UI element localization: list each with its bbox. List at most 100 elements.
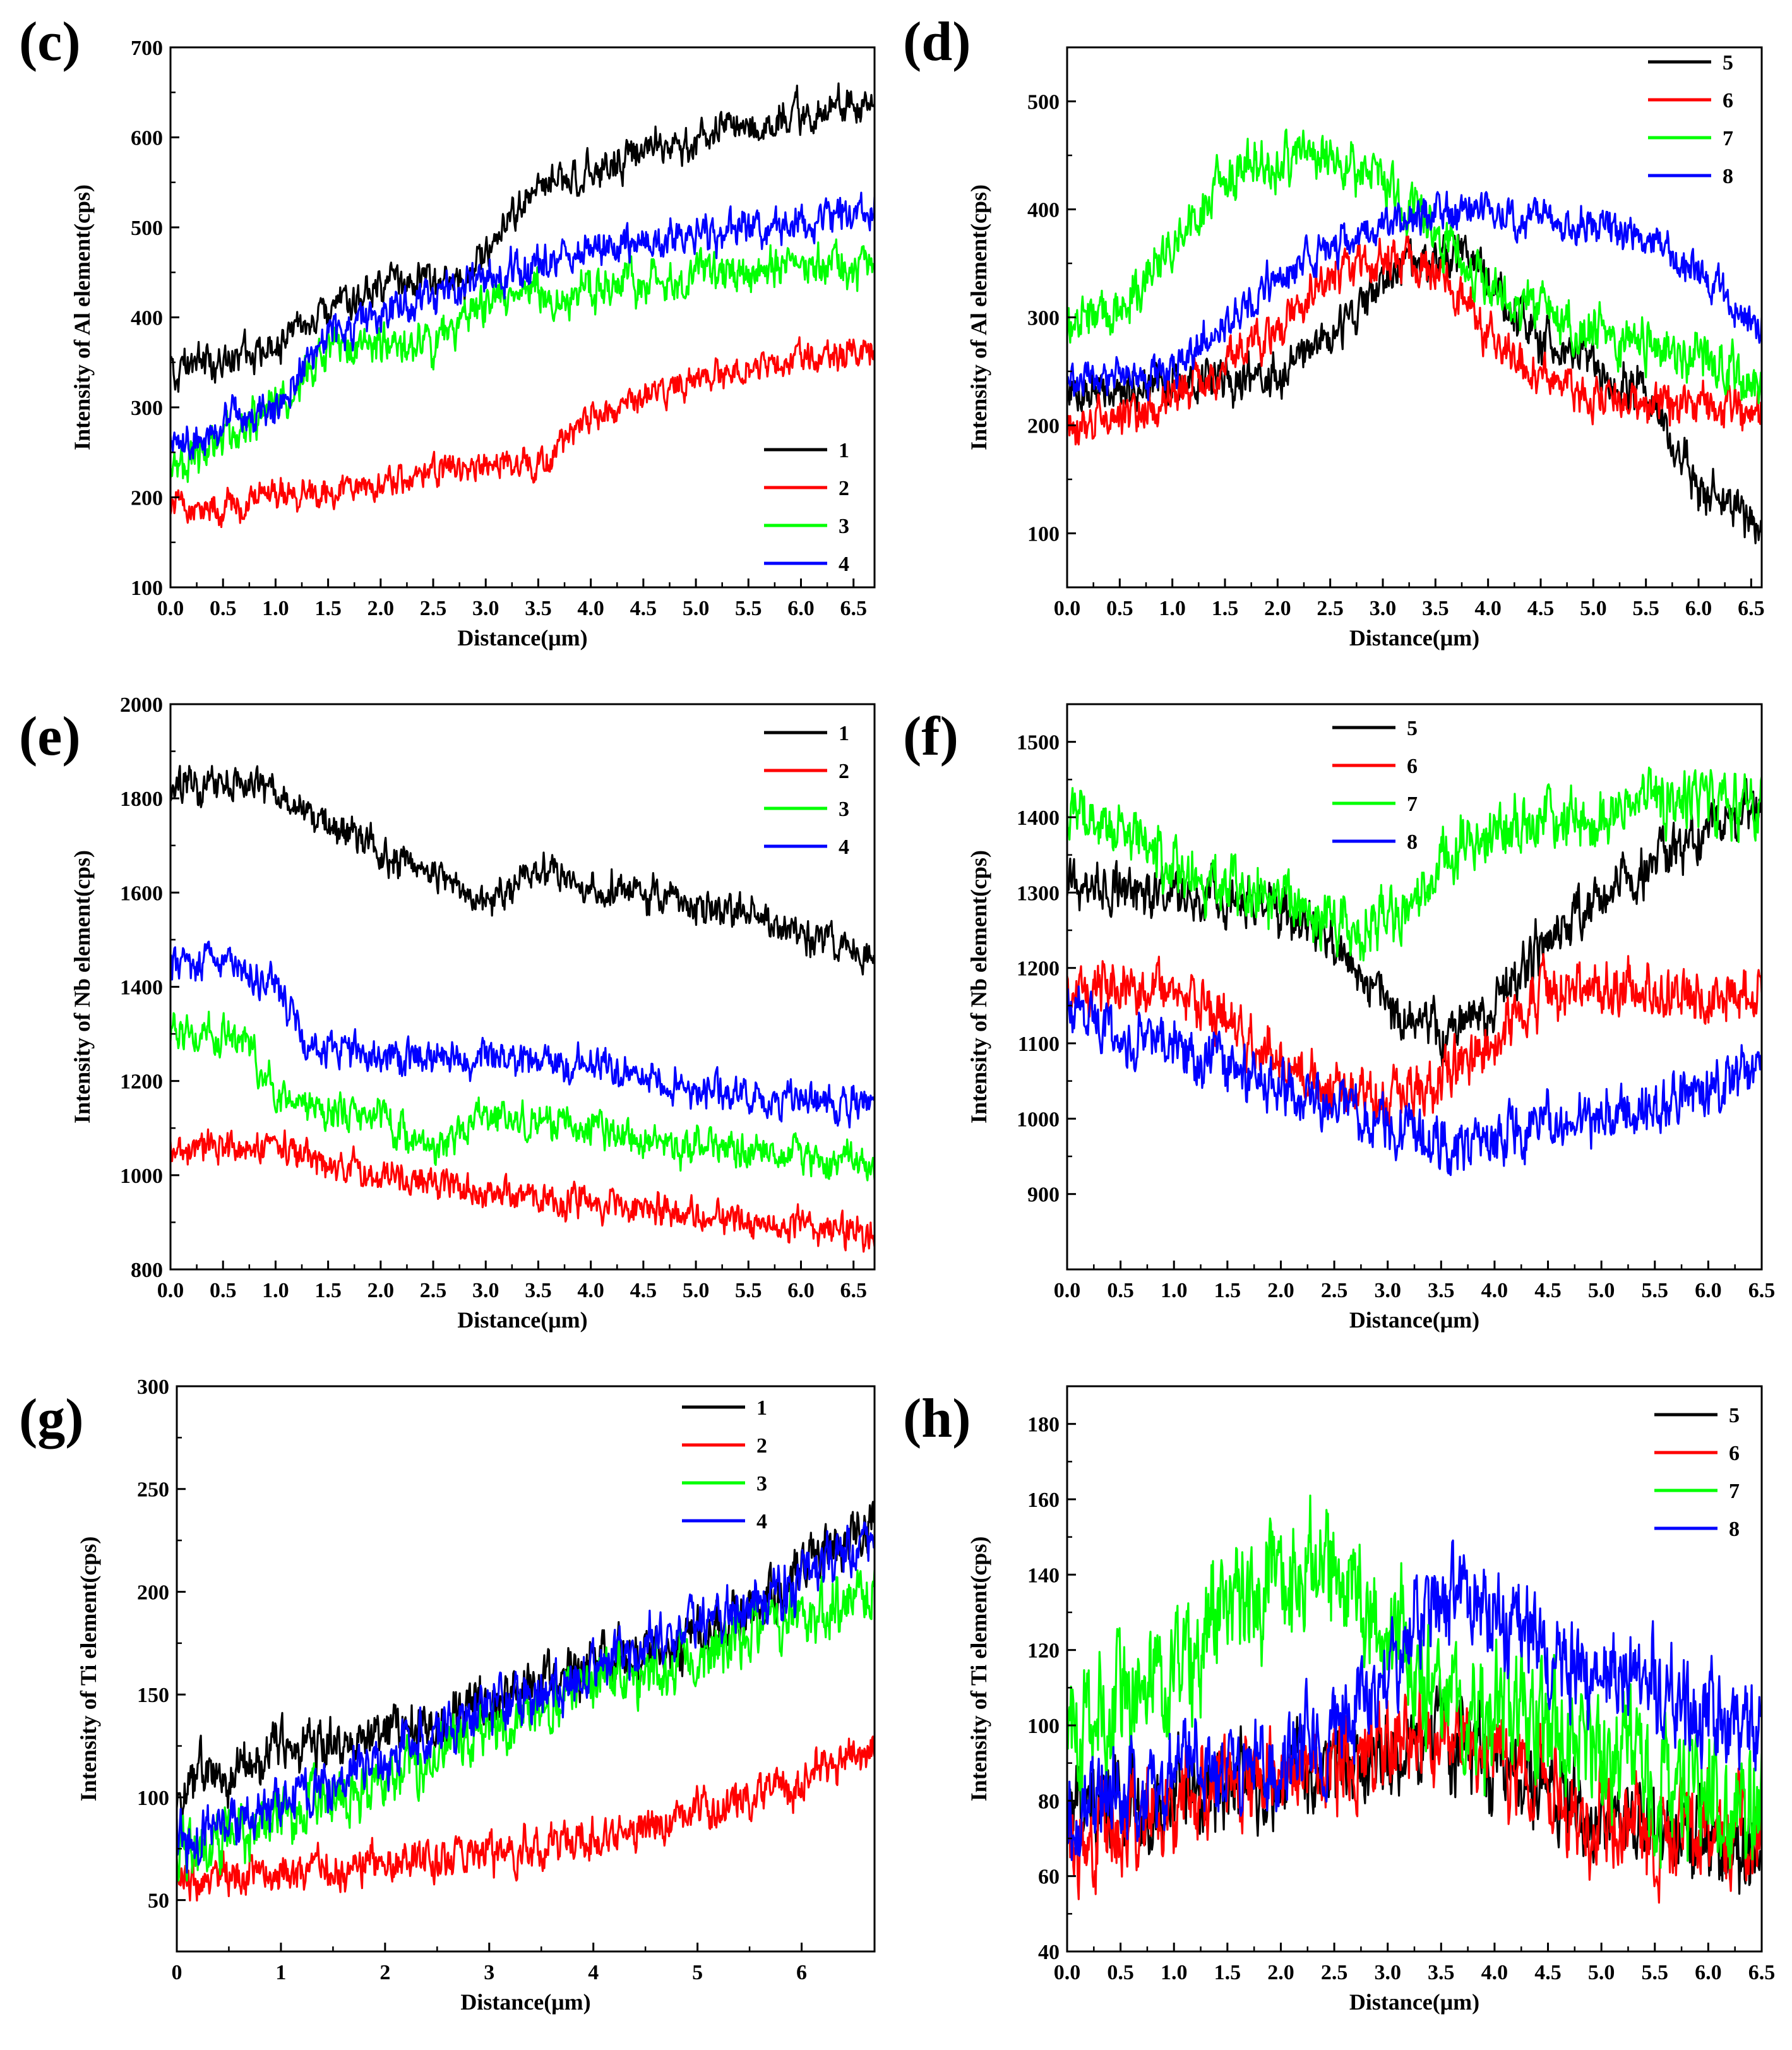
y-tick-label: 1000 [1017,1108,1060,1131]
plot-frame [169,703,876,1271]
x-tick-label: 1.0 [262,597,289,620]
x-tick-label: 3.5 [1422,597,1449,620]
y-axis-title: Intensity of Al element(cps) [69,184,95,450]
x-tick-label: 2 [379,1961,390,1984]
x-tick-label: 3.0 [1370,597,1397,620]
legend-label-7: 7 [1723,127,1733,150]
series-line-1 [170,82,875,393]
x-tick-label: 3.0 [1374,1279,1401,1302]
panel-label: (e) [19,706,81,767]
x-tick-label: 1.5 [314,1279,342,1302]
y-tick-label: 900 [1027,1184,1060,1207]
x-tick-label: 3.5 [525,597,552,620]
y-tick-label: 300 [1027,307,1060,330]
legend-label-7: 7 [1407,793,1418,816]
series-line-7 [1067,128,1762,405]
legend-label-5: 5 [1729,1404,1740,1427]
x-axis-title: Distance(μm) [457,1307,587,1333]
y-tick-label: 1600 [120,882,163,905]
x-tick-label: 2.5 [420,597,447,620]
panel-label: (g) [19,1388,84,1449]
series-line-3 [177,1569,875,1882]
series-line-7 [1067,1494,1762,1869]
plot-frame [1066,46,1763,589]
y-tick-label: 400 [1027,199,1060,222]
y-tick-label: 200 [137,1581,169,1604]
x-tick-label: 2.5 [1317,597,1344,620]
legend-label-1: 1 [756,1396,767,1420]
legend-label-3: 3 [756,1472,767,1496]
chart-panel-c: (c) 0.0 0.5 1.0 1.5 2.0 2.5 3.0 3.5 4.0 4.5 5.0 5.5 6… [19,11,876,650]
x-tick-label: 0.5 [210,597,237,620]
x-axis-title: Distance(μm) [460,1989,590,2015]
y-tick-label: 700 [131,37,163,60]
y-tick-label: 100 [1027,1715,1060,1738]
series-group [1067,1494,1762,1904]
x-tick-label: 5 [692,1961,703,1984]
chart-panel-e: (e) 0.0 0.5 1.0 1.5 2.0 2.5 3.0 3.5 4.0 4.5 5.0 5.5 6… [19,693,876,1333]
series-line-4 [170,191,875,460]
x-tick-label: 6.5 [1738,597,1765,620]
x-axis-title: Distance(μm) [1349,1989,1479,2015]
x-tick-label: 2.0 [1267,1279,1294,1302]
y-tick-label: 250 [137,1478,169,1502]
x-tick-label: 1 [275,1961,286,1984]
x-tick-label: 2.5 [420,1279,447,1302]
x-tick-label: 6.0 [1685,597,1712,620]
x-tick-label: 0.0 [157,1279,184,1302]
x-tick-label: 2.0 [367,597,395,620]
x-tick-label: 4.5 [1534,1279,1562,1302]
y-tick-label: 1100 [1018,1033,1060,1056]
x-tick-label: 3.5 [525,1279,552,1302]
x-tick-label: 3.5 [1428,1279,1455,1302]
y-axis-title: Intensity of Ti element(cps) [966,1537,991,1802]
x-tick-label: 1.5 [1212,597,1239,620]
series-line-2 [177,1735,875,1902]
x-tick-label: 4.0 [1481,1961,1508,1984]
series-line-6 [1067,1679,1762,1904]
y-tick-label: 150 [137,1684,169,1707]
legend-label-6: 6 [1723,89,1733,112]
chart-panel-f: (f) 0.0 0.5 1.0 1.5 2.0 2.5 3.0 3.5 4.0 4.5 5.0 5.5 6… [903,703,1776,1333]
legend-label-1: 1 [839,439,849,462]
x-tick-label: 0.0 [1054,597,1081,620]
series-line-6 [1067,234,1762,446]
y-axis-title: Intensity of Nb element(cps) [966,850,991,1124]
x-tick-label: 1.0 [1161,1961,1188,1984]
x-tick-label: 5.0 [1588,1279,1615,1302]
legend: 1 2 3 4 [682,1396,767,1533]
y-tick-label: 1000 [120,1165,163,1188]
y-tick-label: 1500 [1017,731,1060,755]
y-tick-label: 100 [137,1787,169,1810]
y-axis-title: Intensity of Ti element(cps) [76,1537,101,1802]
legend: 5 6 7 8 [1654,1404,1740,1541]
x-tick-label: 6.5 [1748,1279,1776,1302]
legend-label-2: 2 [839,760,849,783]
x-tick-label: 4 [588,1961,599,1984]
y-tick-label: 2000 [120,693,163,717]
x-tick-label: 1.5 [1214,1279,1241,1302]
legend-label-4: 4 [756,1510,767,1533]
legend: 1 2 3 4 [764,722,849,859]
x-tick-label: 4.0 [1481,1279,1508,1302]
series-line-1 [177,1501,875,1822]
x-axis-title: Distance(μm) [1349,1307,1479,1333]
panel-label: (c) [19,11,81,73]
x-tick-label: 1.5 [314,597,342,620]
series-line-8 [1067,985,1762,1177]
y-tick-label: 100 [1027,523,1060,546]
y-axis-title: Intensity of Al element(cps) [966,184,991,450]
x-tick-label: 0.5 [1106,597,1133,620]
y-tick-label: 400 [131,307,163,330]
y-tick-label: 50 [148,1890,169,1913]
y-tick-label: 500 [131,217,163,240]
x-tick-label: 3.5 [1428,1961,1455,1984]
panel-label: (f) [903,706,959,767]
legend-label-3: 3 [839,515,849,538]
x-tick-label: 4.0 [577,597,604,620]
y-tick-label: 1400 [120,976,163,1000]
y-tick-label: 200 [131,487,163,510]
legend: 1 2 3 4 [764,439,849,576]
y-tick-label: 1300 [1017,882,1060,905]
